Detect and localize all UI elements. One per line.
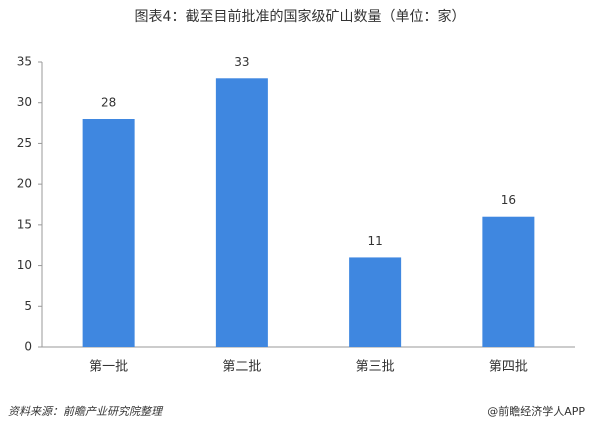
y-tick-label: 30 [17,95,32,109]
bar [349,257,402,347]
credit: @前瞻经济学人APP [487,404,585,418]
source: 资料来源：前瞻产业研究院整理 [8,405,164,418]
bar [215,78,268,348]
data-label: 28 [101,96,116,110]
bar [482,216,535,347]
x-tick-label: 第二批 [222,360,261,375]
y-tick-label: 25 [17,136,32,150]
y-tick-label: 35 [17,55,32,69]
y-tick-label: 0 [24,340,32,354]
data-label: 16 [501,193,516,207]
data-label: 33 [234,55,249,69]
x-tick-label: 第四批 [489,360,528,375]
data-label: 11 [367,234,382,248]
y-tick-label: 15 [17,217,32,231]
x-tick-label: 第三批 [356,360,395,375]
x-tick-label: 第一批 [89,360,128,375]
chart-title: 图表4：截至目前批准的国家级矿山数量（单位：家） [135,8,466,25]
y-tick-label: 20 [17,177,32,191]
y-tick-label: 10 [17,258,32,272]
y-tick-label: 5 [24,299,32,313]
bar [82,119,135,347]
